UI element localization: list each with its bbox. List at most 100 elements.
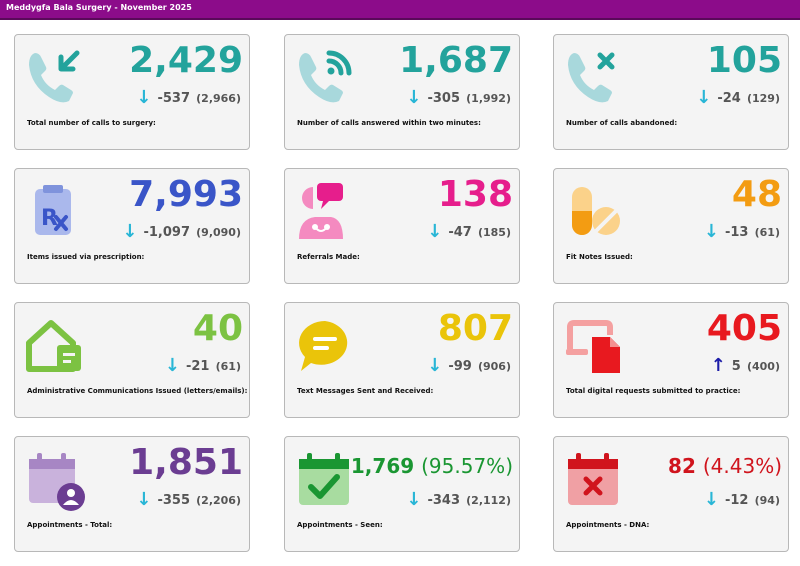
arrow-down-icon: ↓ — [136, 489, 152, 510]
kpi-label: Appointments - DNA: — [566, 521, 650, 529]
kpi-delta: ↓ -343 (2,112) — [406, 491, 511, 510]
arrow-down-icon: ↓ — [164, 355, 180, 376]
kpi-label: Referrals Made: — [297, 253, 360, 261]
kpi-number: 1,851 — [129, 442, 243, 483]
kpi-value: 82 (4.43%) — [668, 451, 782, 481]
kpi-delta: ↓ -21 (61) — [165, 357, 241, 376]
kpi-number: 1,687 — [399, 40, 513, 81]
prescription-icon: R — [23, 179, 87, 243]
previous-value: (2,966) — [196, 92, 241, 105]
kpi-delta: ↓ -1,097 (9,090) — [122, 223, 241, 242]
kpi-label: Items issued via prescription: — [27, 253, 145, 261]
arrow-down-icon: ↓ — [427, 355, 443, 376]
kpi-card-fit-notes: 48 ↓ -13 (61) Fit Notes Issued: — [553, 168, 789, 284]
kpi-number: 40 — [192, 308, 243, 349]
svg-text:R: R — [41, 206, 58, 231]
kpi-card-admin-comms: 40 ↓ -21 (61) Administrative Communicatio… — [14, 302, 250, 418]
house-mail-icon — [23, 313, 87, 377]
arrow-down-icon: ↓ — [703, 489, 719, 510]
kpi-delta: ↑ 5 (400) — [711, 357, 780, 376]
kpi-number: 138 — [437, 174, 513, 215]
kpi-value: 1,687 — [399, 39, 513, 83]
arrow-down-icon: ↓ — [427, 221, 443, 242]
kpi-delta: ↓ -47 (185) — [427, 223, 511, 242]
kpi-card-calls-abandoned: 105 ↓ -24 (129) Number of calls abandoned… — [553, 34, 789, 150]
kpi-value: 48 — [732, 173, 782, 217]
kpi-value: 1,851 — [129, 441, 243, 485]
delta-value: -21 — [185, 359, 210, 374]
kpi-label: Total number of calls to surgery: — [27, 119, 156, 127]
kpi-label: Appointments - Total: — [27, 521, 113, 529]
kpi-delta: ↓ -355 (2,206) — [136, 491, 241, 510]
arrow-down-icon: ↓ — [122, 221, 138, 242]
kpi-value: 1,769 (95.57%) — [351, 451, 513, 481]
delta-value: -1,097 — [143, 225, 190, 240]
calendar-check-icon — [293, 447, 357, 511]
header-bar: Meddygfa Bala Surgery - November 2025 — [0, 0, 800, 20]
previous-value: (2,112) — [466, 494, 511, 507]
arrow-up-icon: ↑ — [710, 355, 726, 376]
kpi-value: 105 — [707, 39, 782, 83]
phone-incoming-icon — [23, 45, 87, 109]
kpi-label: Number of calls abandoned: — [566, 119, 678, 127]
kpi-number: 1,769 — [350, 454, 415, 478]
page-title: Meddygfa Bala Surgery - November 2025 — [6, 3, 192, 12]
kpi-number: 405 — [706, 308, 782, 349]
previous-value: (185) — [477, 226, 511, 239]
delta-value: -12 — [724, 493, 749, 508]
kpi-number: 105 — [706, 40, 782, 81]
kpi-delta: ↓ -24 (129) — [696, 89, 780, 108]
previous-value: (906) — [477, 360, 511, 373]
kpi-number: 7,993 — [129, 174, 243, 215]
delta-value: -305 — [427, 91, 460, 106]
kpi-delta: ↓ -13 (61) — [704, 223, 780, 242]
kpi-card-referrals: 138 ↓ -47 (185) Referrals Made: — [284, 168, 520, 284]
kpi-delta: ↓ -305 (1,992) — [406, 89, 511, 108]
referral-icon — [293, 179, 357, 243]
previous-value: (9,090) — [196, 226, 241, 239]
kpi-number: 807 — [437, 308, 513, 349]
delta-value: -355 — [157, 493, 190, 508]
phone-missed-icon — [562, 45, 626, 109]
kpi-delta: ↓ -12 (94) — [704, 491, 780, 510]
kpi-card-calls-answered: 1,687 ↓ -305 (1,992) Number of calls answ… — [284, 34, 520, 150]
delta-value: -537 — [157, 91, 190, 106]
kpi-value: 7,993 — [129, 173, 243, 217]
previous-value: (400) — [746, 360, 780, 373]
kpi-label: Administrative Communications Issued (le… — [27, 387, 248, 395]
arrow-down-icon: ↓ — [703, 221, 719, 242]
kpi-value: 138 — [438, 173, 513, 217]
delta-value: 5 — [731, 359, 741, 374]
kpi-card-appointments-dna: 82 (4.43%) ↓ -12 (94) Appointments - DNA: — [553, 436, 789, 552]
kpi-percent: (95.57%) — [421, 454, 513, 478]
kpi-number: 48 — [731, 174, 782, 215]
kpi-card-appointments-seen: 1,769 (95.57%) ↓ -343 (2,112) Appointment… — [284, 436, 520, 552]
kpi-value: 40 — [193, 307, 243, 351]
previous-value: (1,992) — [466, 92, 511, 105]
phone-answered-icon — [293, 45, 357, 109]
kpi-percent: (4.43%) — [702, 454, 782, 478]
kpi-label: Text Messages Sent and Received: — [297, 387, 434, 395]
pills-icon — [562, 179, 626, 243]
kpi-label: Appointments - Seen: — [297, 521, 383, 529]
delta-value: -47 — [448, 225, 472, 240]
kpi-card-digital-requests: 405 ↑ 5 (400) Total digital requests subm… — [553, 302, 789, 418]
kpi-value: 405 — [707, 307, 782, 351]
delta-value: -99 — [448, 359, 472, 374]
kpi-number: 82 — [668, 454, 696, 478]
kpi-value: 2,429 — [129, 39, 243, 83]
arrow-down-icon: ↓ — [406, 87, 422, 108]
delta-value: -343 — [427, 493, 460, 508]
calendar-person-icon — [23, 447, 87, 511]
arrow-down-icon: ↓ — [406, 489, 422, 510]
kpi-card-calls-total: 2,429 ↓ -537 (2,966) Total number of call… — [14, 34, 250, 150]
kpi-card-prescriptions: R 7,993 ↓ -1,097 (9,090) Items issued via… — [14, 168, 250, 284]
kpi-label: Number of calls answered within two minu… — [297, 119, 481, 127]
kpi-card-appointments-total: 1,851 ↓ -355 (2,206) Appointments - Total… — [14, 436, 250, 552]
kpi-delta: ↓ -537 (2,966) — [136, 89, 241, 108]
kpi-number: 2,429 — [129, 40, 243, 81]
digital-request-icon — [562, 313, 626, 377]
previous-value: (61) — [754, 226, 780, 239]
kpi-label: Fit Notes Issued: — [566, 253, 633, 261]
previous-value: (61) — [215, 360, 241, 373]
